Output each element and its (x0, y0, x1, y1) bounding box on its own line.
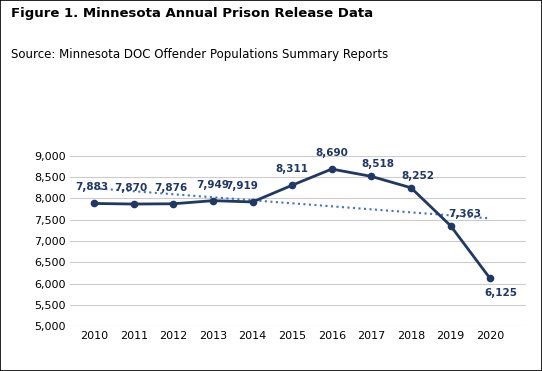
Text: 7,363: 7,363 (448, 209, 481, 219)
Text: 7,870: 7,870 (114, 183, 147, 193)
Text: 6,125: 6,125 (485, 288, 518, 298)
Text: 7,919: 7,919 (225, 181, 258, 191)
Text: Source: Minnesota DOC Offender Populations Summary Reports: Source: Minnesota DOC Offender Populatio… (11, 48, 388, 61)
Text: 8,252: 8,252 (402, 171, 434, 181)
Text: Figure 1. Minnesota Annual Prison Release Data: Figure 1. Minnesota Annual Prison Releas… (11, 7, 373, 20)
Text: 8,311: 8,311 (276, 164, 308, 174)
Text: 7,883: 7,883 (75, 183, 108, 193)
Text: 7,876: 7,876 (154, 183, 187, 193)
Text: 8,690: 8,690 (315, 148, 348, 158)
Text: 8,518: 8,518 (362, 160, 395, 170)
Text: 7,949: 7,949 (197, 180, 229, 190)
